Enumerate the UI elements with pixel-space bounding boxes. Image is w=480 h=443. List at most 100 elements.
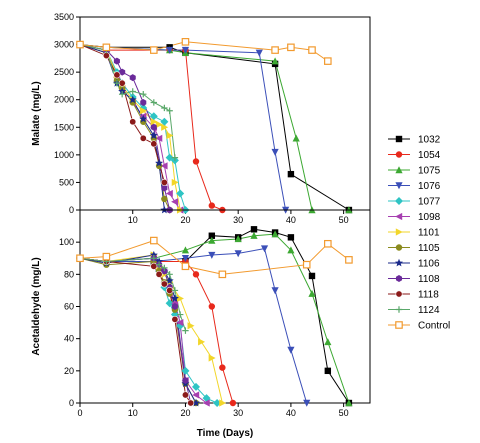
legend-marker-1076 xyxy=(395,182,403,190)
acetaldehyde-point-1098 xyxy=(176,318,184,327)
legend-label-1098: 1098 xyxy=(418,212,441,223)
malate-point-1124 xyxy=(166,107,173,114)
acetaldehyde-point-1075 xyxy=(271,230,279,238)
malate-point-1101 xyxy=(140,107,148,115)
acetaldehyde-x-tick-label: 10 xyxy=(128,408,138,418)
acetaldehyde-y-tick-label: 40 xyxy=(64,334,74,344)
malate-x-tick-label: 20 xyxy=(180,215,190,225)
acetaldehyde-point-1118 xyxy=(187,399,195,407)
legend-marker-1106 xyxy=(395,258,403,267)
malate-point-1108 xyxy=(119,68,126,76)
malate-y-axis-label: Malate (mg/L) xyxy=(31,81,42,145)
legend-marker-1032 xyxy=(395,135,403,143)
legend: 1032 1054 1075 1076 1077 1098 1101 1105 1106 1108… xyxy=(388,135,450,332)
acetaldehyde-point-1076 xyxy=(208,251,216,259)
legend-marker-control xyxy=(395,321,403,329)
acetaldehyde-point-1075 xyxy=(181,246,190,254)
acetaldehyde-point-1076 xyxy=(260,245,269,253)
malate-point-1108 xyxy=(150,123,157,131)
acetaldehyde-point-1076 xyxy=(303,399,311,407)
malate-panel: 0 500 1000 1500 2000 2500 3000 3500 10 20 30 40 50 M… xyxy=(31,12,371,225)
acetaldehyde-point-1124 xyxy=(176,311,184,318)
acetaldehyde-point-1124 xyxy=(171,287,179,294)
acetaldehyde-point-1101 xyxy=(176,294,184,303)
malate-point-control xyxy=(76,40,84,49)
acetaldehyde-point-1098 xyxy=(192,391,200,399)
acetaldehyde-point-1076 xyxy=(181,255,190,263)
malate-point-control xyxy=(150,46,158,54)
acetaldehyde-point-1124 xyxy=(161,264,168,272)
acetaldehyde-point-1076 xyxy=(287,346,295,354)
legend-marker-1124 xyxy=(395,306,403,313)
acetaldehyde-y-tick-label: 100 xyxy=(59,237,74,247)
acetaldehyde-point-1032 xyxy=(208,232,216,239)
acetaldehyde-x-tick-label: 30 xyxy=(233,408,243,418)
acetaldehyde-point-1108 xyxy=(182,376,189,384)
acetaldehyde-point-1032 xyxy=(324,367,332,375)
malate-y-tick-label: 2500 xyxy=(54,67,74,77)
malate-point-1098 xyxy=(155,134,163,142)
acetaldehyde-x-tick-label: 20 xyxy=(180,408,190,418)
malate-point-1118 xyxy=(160,178,168,186)
acetaldehyde-x-tick-label: 0 xyxy=(77,408,82,418)
malate-point-1076 xyxy=(255,49,263,57)
malate-point-1101 xyxy=(171,178,179,187)
legend-label-1076: 1076 xyxy=(418,181,441,192)
acetaldehyde-point-1118 xyxy=(181,391,189,399)
malate-point-1124 xyxy=(118,91,126,98)
acetaldehyde-point-1077 xyxy=(181,366,190,375)
acetaldehyde-point-1118 xyxy=(150,262,158,270)
malate-x-tick-label: 30 xyxy=(233,215,243,225)
malate-point-1124 xyxy=(171,154,179,161)
legend-label-1124: 1124 xyxy=(418,305,440,316)
malate-point-1077 xyxy=(149,112,158,121)
malate-point-1077 xyxy=(165,153,174,162)
malate-point-1108 xyxy=(113,57,120,65)
malate-point-1108 xyxy=(129,74,136,82)
legend-marker-1108 xyxy=(395,275,403,282)
acetaldehyde-point-1075 xyxy=(287,246,295,254)
acetaldehyde-y-tick-label: 60 xyxy=(64,302,74,312)
legend-label-1054: 1054 xyxy=(418,150,441,161)
malate-point-control xyxy=(102,43,111,52)
malate-point-1124 xyxy=(161,104,168,112)
malate-y-tick-label: 3500 xyxy=(54,12,74,22)
acetaldehyde-point-1101 xyxy=(198,338,206,346)
legend-marker-1075 xyxy=(395,166,403,174)
acetaldehyde-point-1075 xyxy=(250,231,258,239)
malate-point-1098 xyxy=(160,162,168,170)
malate-series-line-1077 xyxy=(79,44,186,211)
malate-point-control xyxy=(324,57,332,65)
acetaldehyde-point-1108 xyxy=(171,303,178,310)
malate-point-1118 xyxy=(129,118,137,126)
acetaldehyde-point-1106 xyxy=(165,276,174,285)
legend-marker-1054 xyxy=(395,151,403,158)
malate-point-1106 xyxy=(155,158,164,167)
legend-label-1077: 1077 xyxy=(418,197,441,208)
malate-series-line-1124 xyxy=(79,44,176,158)
malate-y-tick-label: 2000 xyxy=(54,95,74,105)
legend-label-1075: 1075 xyxy=(418,166,441,177)
malate-point-1054 xyxy=(192,158,200,165)
malate-y-tick-label: 1000 xyxy=(54,150,74,160)
legend-label-1106: 1106 xyxy=(418,259,440,270)
acetaldehyde-point-control xyxy=(76,254,84,263)
acetaldehyde-point-1101 xyxy=(208,354,216,362)
legend-label-1108: 1108 xyxy=(418,274,440,285)
malate-point-1076 xyxy=(166,46,174,54)
acetaldehyde-point-1054 xyxy=(208,303,216,310)
acetaldehyde-point-1075 xyxy=(234,235,242,243)
malate-point-1075 xyxy=(271,57,279,65)
malate-point-1101 xyxy=(150,118,158,126)
malate-point-1075 xyxy=(292,134,300,142)
malate-point-1124 xyxy=(140,91,147,98)
acetaldehyde-y-tick-label: 20 xyxy=(64,366,74,376)
malate-point-1076 xyxy=(271,148,279,156)
malate-point-1124 xyxy=(129,88,136,95)
time-x-axis-label: Time (Days) xyxy=(197,428,254,439)
acetaldehyde-x-tick-label: 50 xyxy=(339,408,349,418)
acetaldehyde-point-1124 xyxy=(166,271,173,278)
malate-point-1124 xyxy=(150,99,158,106)
malate-point-1077 xyxy=(176,189,185,198)
